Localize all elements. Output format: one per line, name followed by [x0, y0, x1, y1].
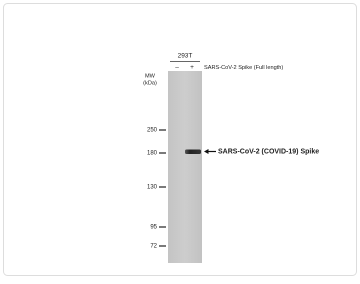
marker-label: 130 [147, 185, 158, 191]
treatment-label: SARS-CoV-2 Spike (Full length) [204, 65, 283, 71]
band-label: SARS-CoV-2 (COVID-19) Spike [218, 148, 319, 155]
lane-label: – [175, 64, 179, 71]
marker-label: 250 [147, 128, 158, 134]
marker-label: 72 [150, 244, 157, 250]
mw-label: (kDa) [143, 80, 157, 86]
protein-band [185, 150, 201, 155]
lane-label: + [190, 64, 194, 71]
marker-label: 180 [147, 151, 158, 157]
cell-line: 293T [178, 53, 193, 60]
gel-lane [168, 71, 202, 263]
marker-label: 95 [150, 225, 157, 231]
western-blot-figure: 293T – + SARS-CoV-2 Spike (Full length) … [0, 0, 360, 279]
mw-label: MW [145, 73, 156, 79]
